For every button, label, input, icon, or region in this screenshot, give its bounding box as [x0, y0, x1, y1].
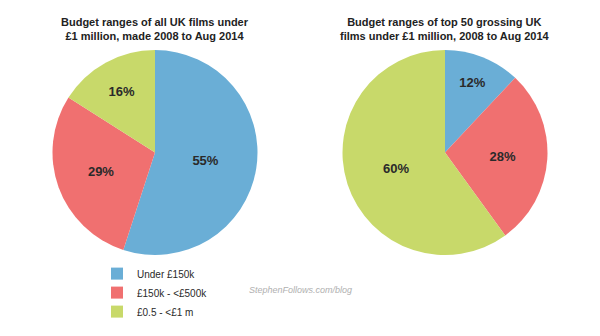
svg-text:12%: 12% — [459, 75, 485, 90]
svg-text:Budget ranges of top 50 grossi: Budget ranges of top 50 grossing UKfilms… — [340, 16, 550, 42]
svg-text:60%: 60% — [383, 161, 409, 176]
svg-text:28%: 28% — [490, 149, 516, 164]
svg-text:£0.5 - <£1 m: £0.5 - <£1 m — [137, 307, 193, 318]
svg-text:29%: 29% — [88, 164, 114, 179]
svg-text:Budget ranges of all UK films: Budget ranges of all UK films under£1 mi… — [61, 16, 249, 42]
svg-text:StephenFollows.com/blog: StephenFollows.com/blog — [249, 285, 352, 295]
svg-text:Under £150k: Under £150k — [137, 269, 195, 280]
svg-text:16%: 16% — [108, 84, 134, 99]
svg-text:£150k - <£500k: £150k - <£500k — [137, 288, 207, 299]
svg-text:55%: 55% — [192, 153, 218, 168]
